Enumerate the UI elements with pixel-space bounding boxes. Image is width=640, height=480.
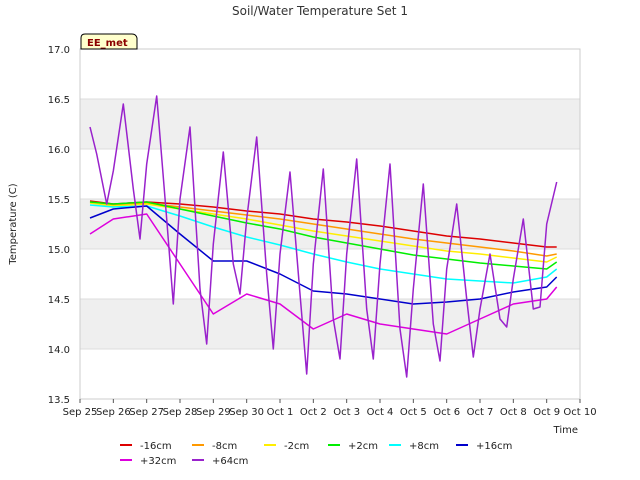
y-tick-label: 14.0 xyxy=(48,345,70,356)
y-axis: 13.5 14.0 14.5 15.0 15.5 16.0 16.5 17.0 xyxy=(48,45,70,406)
y-tick-label: 14.5 xyxy=(48,295,70,306)
x-tick-label: Oct 7 xyxy=(467,407,494,418)
series-line-2cm xyxy=(89,201,558,270)
x-tick-label: Sep 30 xyxy=(229,407,264,418)
series-line-2cm xyxy=(89,202,558,263)
y-axis-label: Temperature (C) xyxy=(8,183,19,265)
y-tick-label: 15.0 xyxy=(48,245,70,256)
x-tick-label: Oct 10 xyxy=(563,407,596,418)
y-tick-label: 15.5 xyxy=(48,195,70,206)
grid-band xyxy=(80,99,580,149)
y-tick-label: 13.5 xyxy=(48,395,70,406)
series-line-16cm xyxy=(89,200,557,248)
series-line-8cm xyxy=(89,204,558,284)
x-tick-label: Oct 4 xyxy=(367,407,394,418)
x-tick-label: Sep 29 xyxy=(196,407,231,418)
plot-frame xyxy=(79,48,581,400)
x-tick-label: Sep 28 xyxy=(163,407,198,418)
y-tick-label: 16.5 xyxy=(48,95,70,106)
x-tick-label: Oct 9 xyxy=(533,407,560,418)
x-tick-label: Oct 8 xyxy=(500,407,527,418)
legend-label: +64cm xyxy=(212,456,248,467)
chart-title: Soil/Water Temperature Set 1 xyxy=(232,4,408,18)
station-label: EE_met xyxy=(87,38,128,49)
grid-band xyxy=(80,299,580,349)
station-badge: EE_met xyxy=(80,33,138,50)
x-tick-label: Oct 6 xyxy=(433,407,460,418)
y-tick-label: 17.0 xyxy=(48,45,70,56)
x-axis-label: Time xyxy=(553,425,578,436)
x-tick-label: Oct 2 xyxy=(300,407,327,418)
x-tick-label: Oct 3 xyxy=(333,407,360,418)
series-line-64cm xyxy=(89,95,558,378)
y-tick-label: 16.0 xyxy=(48,145,70,156)
legend: -16cm -8cm -2cm +2cm +8cm +16cm +32cm +64cm xyxy=(120,441,512,467)
x-tick-label: Oct 5 xyxy=(400,407,427,418)
legend-label: -8cm xyxy=(212,441,237,452)
x-tick-label: Sep 26 xyxy=(96,407,131,418)
legend-label: -2cm xyxy=(284,441,309,452)
legend-label: +16cm xyxy=(476,441,512,452)
legend-label: +32cm xyxy=(140,456,176,467)
grid-bands xyxy=(80,48,580,400)
x-tick-label: Oct 1 xyxy=(267,407,294,418)
x-tick-label: Sep 27 xyxy=(129,407,164,418)
series-line-32cm xyxy=(89,213,558,335)
series-lines xyxy=(89,95,558,378)
legend-label: +8cm xyxy=(409,441,439,452)
x-tick-label: Sep 25 xyxy=(63,407,98,418)
legend-label: +2cm xyxy=(348,441,378,452)
legend-label: -16cm xyxy=(140,441,172,452)
